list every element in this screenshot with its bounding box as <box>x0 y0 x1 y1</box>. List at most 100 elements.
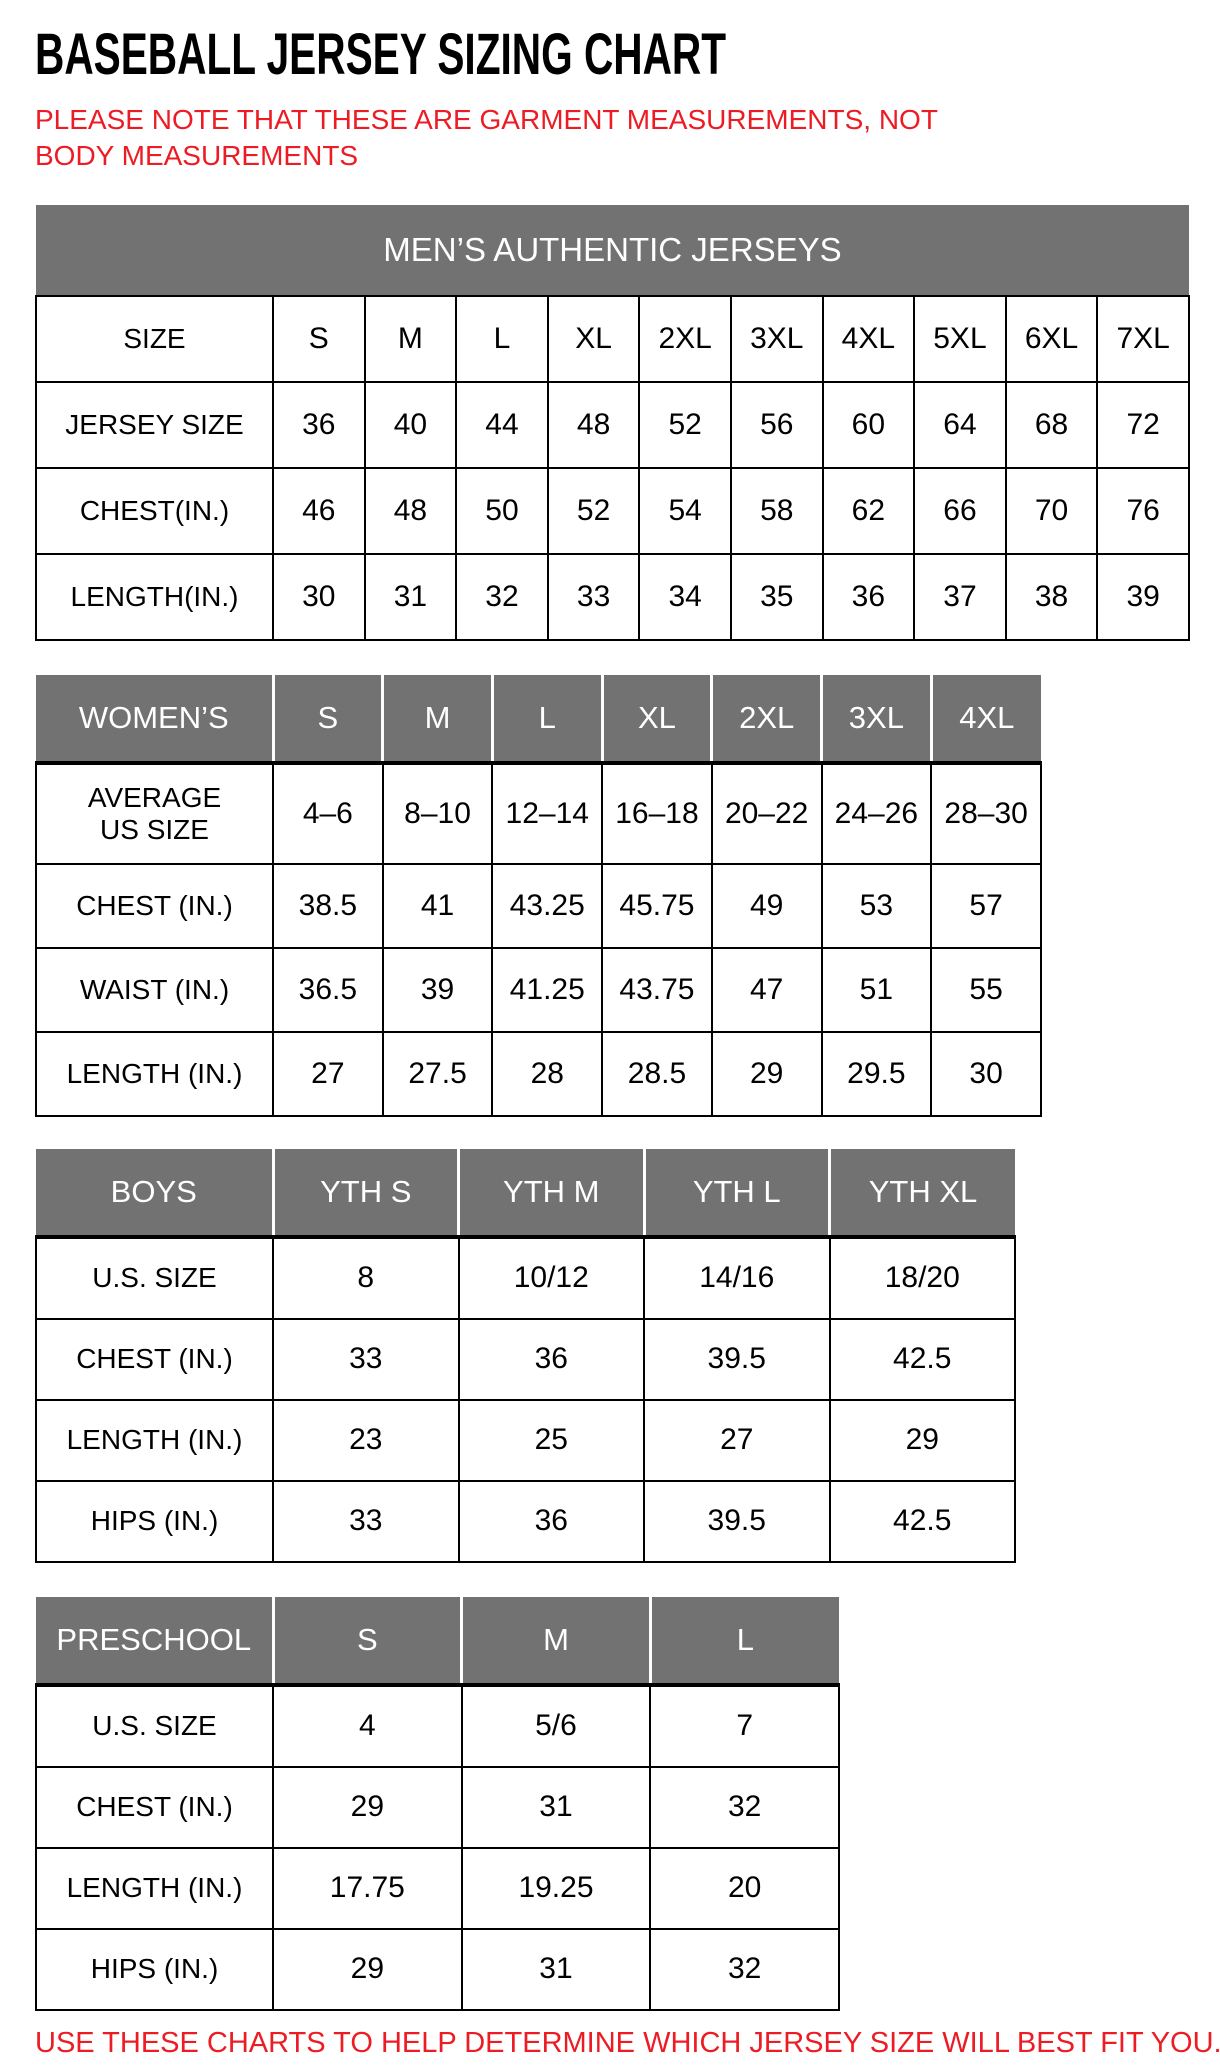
cell: 64 <box>913 380 1007 469</box>
cell: 36 <box>457 1479 645 1563</box>
cell: 32 <box>455 552 549 641</box>
header-cell: YTH XL <box>828 1148 1015 1237</box>
boys-table: BOYS YTH S YTH M YTH L YTH XL U.S. SIZE 8 10/12… <box>35 1148 1016 1563</box>
row-label: LENGTH (IN.) <box>35 1030 274 1117</box>
cell: 31 <box>363 552 458 641</box>
cell: 4XL <box>821 294 916 383</box>
boys-table-section: BOYS YTH S YTH M YTH L YTH XL U.S. SIZE 8 10/12… <box>35 1148 1195 1563</box>
cell: 68 <box>1004 380 1099 469</box>
cell: 62 <box>821 466 916 555</box>
header-label: PRESCHOOL <box>36 1596 273 1685</box>
cell: 14/16 <box>643 1234 831 1320</box>
cell: 12–14 <box>491 760 604 865</box>
cell: 36 <box>272 380 366 469</box>
cell: 51 <box>820 946 933 1033</box>
header-cell: L <box>490 674 603 763</box>
cell: 52 <box>638 380 732 469</box>
cell: 8 <box>272 1234 460 1320</box>
cell: 46 <box>272 466 366 555</box>
cell: 25 <box>457 1398 645 1482</box>
footer-note: USE THESE CHARTS TO HELP DETERMINE WHICH… <box>35 2026 1220 2059</box>
cell: 4–6 <box>272 760 384 865</box>
cell: 29 <box>828 1398 1016 1482</box>
row-label: LENGTH(IN.) <box>35 552 274 641</box>
cell: 52 <box>546 466 641 555</box>
cell: 58 <box>729 466 824 555</box>
cell: 5/6 <box>460 1682 652 1768</box>
cell: 36 <box>457 1317 645 1401</box>
cell: 43.25 <box>491 862 604 949</box>
row-label: CHEST(IN.) <box>35 466 274 555</box>
cell: 20–22 <box>710 760 823 865</box>
cell: 6XL <box>1004 294 1099 383</box>
cell: 24–26 <box>820 760 933 865</box>
cell: 30 <box>930 1030 1042 1117</box>
cell: XL <box>546 294 641 383</box>
cell: 31 <box>460 1927 652 2011</box>
cell: 32 <box>649 1927 840 2011</box>
cell: M <box>363 294 458 383</box>
cell: 10/12 <box>457 1234 645 1320</box>
header-cell: L <box>648 1596 839 1685</box>
cell: 37 <box>913 552 1007 641</box>
cell: 39.5 <box>643 1479 831 1563</box>
row-label: CHEST (IN.) <box>35 1317 274 1401</box>
cell: 30 <box>272 552 366 641</box>
cell: 32 <box>649 1765 840 1849</box>
row-label: U.S. SIZE <box>35 1234 274 1320</box>
cell: 41.25 <box>491 946 604 1033</box>
cell: 42.5 <box>828 1479 1016 1563</box>
cell: 29 <box>710 1030 823 1117</box>
row-label: CHEST (IN.) <box>35 1765 274 1849</box>
header-cell: S <box>271 674 383 763</box>
garment-measurement-note: PLEASE NOTE THAT THESE ARE GARMENT MEASU… <box>35 104 938 172</box>
cell: 20 <box>649 1846 840 1930</box>
cell: 17.75 <box>272 1846 463 1930</box>
cell: 42.5 <box>828 1317 1016 1401</box>
cell: 33 <box>546 552 641 641</box>
preschool-table-section: PRESCHOOL S M L U.S. SIZE 4 5/6 7 CHEST (IN.) 29 3… <box>35 1596 1195 2011</box>
cell: 38 <box>1004 552 1099 641</box>
row-label: JERSEY SIZE <box>35 380 274 469</box>
page-title: BASEBALL JERSEY SIZING CHART <box>35 22 727 87</box>
cell: 39 <box>381 946 494 1033</box>
cell: S <box>272 294 366 383</box>
header-cell: YTH L <box>642 1148 830 1237</box>
cell: 54 <box>638 466 732 555</box>
mens-authentic-jerseys-table: MEN’S AUTHENTIC JERSEYS SIZE S M L XL 2XL 3XL 4X… <box>35 204 1190 641</box>
header-cell: 3XL <box>820 674 932 763</box>
header-cell: 2XL <box>710 674 822 763</box>
cell: 55 <box>930 946 1042 1033</box>
cell: 45.75 <box>601 862 713 949</box>
row-label: CHEST (IN.) <box>35 862 274 949</box>
cell: 28–30 <box>930 760 1042 865</box>
cell: 39.5 <box>643 1317 831 1401</box>
row-label: LENGTH (IN.) <box>35 1846 274 1930</box>
womens-table: WOMEN’S S M L XL 2XL 3XL 4XL AVERAGE US SIZE 4–6 8… <box>35 674 1042 1117</box>
row-label: SIZE <box>35 294 274 383</box>
header-cell: M <box>381 674 493 763</box>
cell: 19.25 <box>460 1846 652 1930</box>
cell: 43.75 <box>601 946 713 1033</box>
table-banner: MEN’S AUTHENTIC JERSEYS <box>36 204 1189 296</box>
row-label: LENGTH (IN.) <box>35 1398 274 1482</box>
cell: 53 <box>820 862 933 949</box>
cell: 33 <box>272 1317 460 1401</box>
header-cell: M <box>460 1596 651 1685</box>
cell: 41 <box>381 862 494 949</box>
cell: 28.5 <box>601 1030 713 1117</box>
cell: 7 <box>649 1682 840 1768</box>
cell: 50 <box>455 466 549 555</box>
cell: 44 <box>455 380 549 469</box>
row-label: AVERAGE US SIZE <box>35 760 274 865</box>
cell: 48 <box>363 466 458 555</box>
cell: 27.5 <box>381 1030 494 1117</box>
header-cell: XL <box>600 674 712 763</box>
row-label: HIPS (IN.) <box>35 1479 274 1563</box>
cell: 31 <box>460 1765 652 1849</box>
womens-table-section: WOMEN’S S M L XL 2XL 3XL 4XL AVERAGE US SIZE 4–6 8… <box>35 674 1195 1117</box>
cell: 4 <box>272 1682 463 1768</box>
cell: 27 <box>272 1030 384 1117</box>
cell: 18/20 <box>828 1234 1016 1320</box>
header-cell: 4XL <box>929 674 1041 763</box>
